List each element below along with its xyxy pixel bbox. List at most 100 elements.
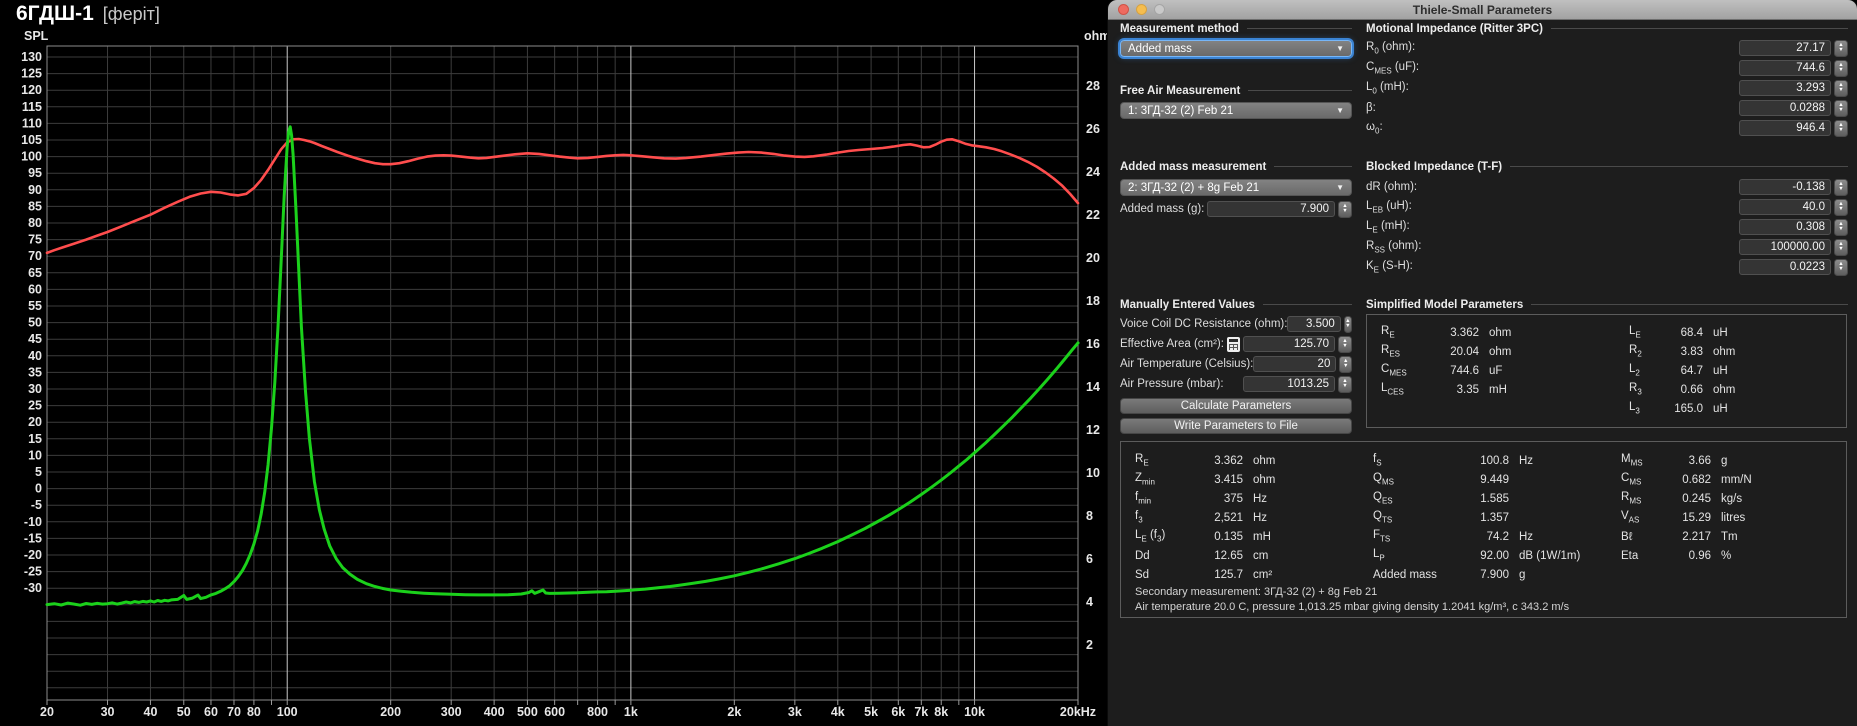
kv-unit: ohm xyxy=(1713,383,1736,396)
field-row: Air Pressure (mbar): 1013.25 ▲ ▼ xyxy=(1120,375,1352,393)
x-tick-label: 40 xyxy=(144,705,158,719)
kv-value: 165.0 xyxy=(1674,402,1703,415)
kv-label: CMES xyxy=(1381,363,1407,378)
chart-title: 6ГДШ-1 [феріт] xyxy=(16,2,160,25)
y-left-tick-label: 0 xyxy=(35,482,42,496)
zoom-icon[interactable] xyxy=(1154,4,1165,15)
y-right-tick-label: 26 xyxy=(1086,122,1100,136)
added-mass-measurement-dropdown[interactable]: 2: 3ГД-32 (2) + 8g Feb 21 ▼ xyxy=(1120,179,1352,196)
field-label: L0 (mH): xyxy=(1366,80,1409,96)
y-left-tick-label: 75 xyxy=(28,233,42,247)
minimize-icon[interactable] xyxy=(1136,4,1147,15)
section-header-motional-impedance: Motional Impedance (Ritter 3PC) xyxy=(1366,22,1848,35)
kv-unit: ohm xyxy=(1489,345,1512,358)
kv-unit: % xyxy=(1721,549,1732,562)
stepper[interactable]: ▲ ▼ xyxy=(1834,218,1848,236)
value-field[interactable]: 0.0223 xyxy=(1739,259,1831,275)
dialog-titlebar[interactable]: Thiele-Small Parameters xyxy=(1108,0,1857,20)
y-left-tick-label: 85 xyxy=(28,199,42,213)
value-field[interactable]: 100000.00 xyxy=(1739,239,1831,255)
x-tick-label: 10k xyxy=(964,705,985,719)
kv-value: 0.245 xyxy=(1682,492,1711,505)
stepper[interactable]: ▲ ▼ xyxy=(1339,355,1352,373)
value-field[interactable]: 27.17 xyxy=(1739,40,1831,56)
kv-label: fS xyxy=(1373,453,1382,468)
kv-row: CMS 0.682 mm/N xyxy=(1621,470,1752,489)
kv-row: Bℓ 2.217 Tm xyxy=(1621,527,1752,546)
stepper[interactable]: ▲ ▼ xyxy=(1834,258,1848,276)
y-left-tick-label: 30 xyxy=(28,382,42,396)
kv-value: 64.7 xyxy=(1680,364,1703,377)
value-field[interactable]: 744.6 xyxy=(1739,60,1831,76)
stepper[interactable]: ▲ ▼ xyxy=(1834,119,1848,137)
kv-row: CMES 744.6 uF xyxy=(1381,361,1511,380)
kv-row: MMS 3.66 g xyxy=(1621,451,1752,470)
stepper[interactable]: ▲ ▼ xyxy=(1343,315,1352,333)
kv-unit: mH xyxy=(1489,383,1507,396)
y-left-tick-label: 110 xyxy=(22,116,42,130)
y-left-tick-label: 115 xyxy=(22,100,42,114)
stepper[interactable]: ▲ ▼ xyxy=(1834,59,1848,77)
value-field[interactable]: 1013.25 xyxy=(1243,376,1335,392)
calculate-parameters-button[interactable]: Calculate Parameters xyxy=(1120,398,1352,414)
value-field[interactable]: 3.500 xyxy=(1287,316,1341,332)
value-field[interactable]: 125.70 xyxy=(1243,336,1335,352)
kv-value: 74.2 xyxy=(1486,530,1509,543)
kv-row: Sd 125.7 cm² xyxy=(1135,565,1275,584)
kv-unit: Hz xyxy=(1519,530,1534,543)
kv-value: 744.6 xyxy=(1450,364,1479,377)
chevron-down-icon: ▼ xyxy=(1336,44,1344,53)
y-right-tick-label: 14 xyxy=(1086,380,1100,394)
stepper[interactable]: ▲ ▼ xyxy=(1834,178,1848,196)
stepper[interactable]: ▲ ▼ xyxy=(1338,335,1352,353)
kv-unit: Hz xyxy=(1253,492,1268,505)
kv-value: 15.29 xyxy=(1682,511,1711,524)
kv-value: 3.362 xyxy=(1450,326,1479,339)
y-left-tick-label: -25 xyxy=(24,565,42,579)
kv-label: L2 xyxy=(1629,363,1640,378)
y-left-tick-label: 45 xyxy=(28,332,42,346)
kv-label: FTS xyxy=(1373,529,1391,544)
stepper[interactable]: ▲ ▼ xyxy=(1338,200,1352,218)
value-field[interactable]: -0.138 xyxy=(1739,179,1831,195)
y-left-tick-label: 90 xyxy=(28,183,42,197)
stepper[interactable]: ▲ ▼ xyxy=(1834,79,1848,97)
value-field[interactable]: 3.293 xyxy=(1739,80,1831,96)
x-tick-label: 50 xyxy=(177,705,191,719)
y-left-tick-label: 10 xyxy=(28,448,42,462)
simplified-model-box: RE 3.362 ohm RES 20.04 ohm CMES 744.6 uF LCES 3.35… xyxy=(1366,314,1847,428)
value-field[interactable]: 0.0288 xyxy=(1739,100,1831,116)
stepper[interactable]: ▲ ▼ xyxy=(1834,198,1848,216)
kv-row: RES 20.04 ohm xyxy=(1381,342,1511,361)
value-field[interactable]: 946.4 xyxy=(1739,120,1831,136)
chevron-down-icon: ▼ xyxy=(1336,106,1344,115)
measurement-method-dropdown[interactable]: Added mass ▼ xyxy=(1120,40,1352,57)
dropdown-value: Added mass xyxy=(1128,42,1192,55)
stepper[interactable]: ▲ ▼ xyxy=(1834,99,1848,117)
kv-value: 125.7 xyxy=(1214,568,1243,581)
y-left-tick-label: 120 xyxy=(21,83,42,97)
kv-label: RES xyxy=(1381,344,1400,359)
stepper[interactable]: ▲ ▼ xyxy=(1834,238,1848,256)
kv-unit: g xyxy=(1721,454,1728,467)
value-field[interactable]: 40.0 xyxy=(1739,199,1831,215)
value-field[interactable]: 20 xyxy=(1253,356,1337,372)
value-field[interactable]: 7.900 xyxy=(1207,201,1335,217)
kv-label: Eta xyxy=(1621,549,1639,562)
free-air-measurement-dropdown[interactable]: 1: 3ГД-32 (2) Feb 21 ▼ xyxy=(1120,102,1352,119)
results-column-1: RE 3.362 ohm Zmin 3.415 ohm fmin 375 Hz f3 2,521 Hz… xyxy=(1135,451,1275,584)
kv-row: LP 92.00 dB (1W/1m) xyxy=(1373,546,1580,565)
simplified-left-column: RE 3.362 ohm RES 20.04 ohm CMES 744.6 uF LCES 3.35… xyxy=(1381,323,1511,399)
value-field[interactable]: 0.308 xyxy=(1739,219,1831,235)
calculator-icon[interactable] xyxy=(1227,336,1240,352)
stepper[interactable]: ▲ ▼ xyxy=(1834,39,1848,57)
write-parameters-button[interactable]: Write Parameters to File xyxy=(1120,418,1352,434)
x-tick-label: 2k xyxy=(727,705,741,719)
kv-row: LCES 3.35 mH xyxy=(1381,380,1511,399)
close-icon[interactable] xyxy=(1118,4,1129,15)
kv-row: LE 68.4 uH xyxy=(1629,323,1735,342)
stepper[interactable]: ▲ ▼ xyxy=(1338,375,1352,393)
y-left-tick-label: -5 xyxy=(31,498,42,512)
field-label: β: xyxy=(1366,102,1376,114)
kv-unit: kg/s xyxy=(1721,492,1743,505)
